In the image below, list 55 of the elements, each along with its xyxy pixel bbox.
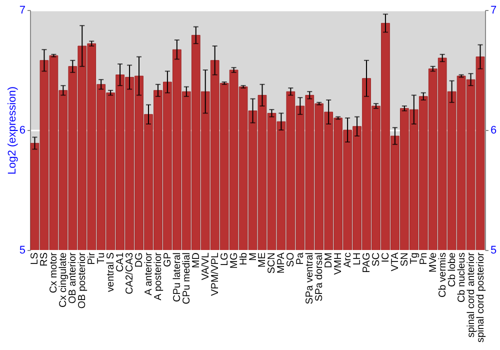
- x-tick-label: SPa ventral: [304, 252, 316, 304]
- x-tick-label: IC: [380, 252, 392, 262]
- x-tick-label: GP: [162, 252, 174, 267]
- x-tick-label: Arc: [342, 252, 354, 268]
- x-tick-label: SO: [286, 252, 297, 267]
- x-tick-label: MG: [228, 252, 240, 269]
- x-tick-label: VA/VL: [200, 252, 212, 280]
- x-tick-label: Cb vermis: [437, 252, 448, 298]
- x-tick-label: VTA: [390, 252, 401, 272]
- x-tick-label: SN: [399, 252, 410, 266]
- x-tick-label: MPA: [276, 252, 288, 274]
- y2-tick-label: 6: [490, 124, 497, 136]
- x-tick-label: Cx motor: [48, 252, 60, 294]
- y2-tick-label: 5: [490, 244, 497, 256]
- x-tick-label: OB anterior: [68, 252, 79, 304]
- x-tick-label: LH: [352, 252, 364, 266]
- x-tick-label: PAG: [362, 252, 373, 273]
- x-tick-label: MVe: [428, 252, 439, 273]
- x-tick-label: CPu medial: [181, 252, 192, 304]
- x-tick-label: SC: [370, 252, 382, 266]
- x-tick-label: SCN: [266, 252, 278, 274]
- x-tick-label: Hb: [238, 252, 250, 266]
- x-tick-label: Pa: [295, 252, 306, 265]
- x-tick-label: VMH: [333, 252, 344, 275]
- x-tick-label: CA1: [115, 252, 126, 272]
- x-tick-label: SPa dorsal: [314, 252, 326, 302]
- x-tick-label: DM: [324, 252, 335, 268]
- x-tick-label: Cx cingulate: [58, 252, 70, 308]
- x-tick-label: Pn: [418, 252, 430, 265]
- x-tick-label: MD: [190, 252, 202, 268]
- y2-tick-label: 7: [490, 4, 497, 16]
- x-tick-label: Cb lobe: [446, 252, 458, 287]
- x-tick-label: Cb nucleus: [456, 252, 468, 303]
- y-axis-title: Log2 (expression): [6, 86, 18, 175]
- x-tick-label: A posterior: [152, 252, 164, 300]
- x-tick-label: Pir: [86, 252, 98, 265]
- x-tick-label: CA2/CA3: [124, 252, 136, 294]
- x-tick-label: Tg: [408, 252, 420, 264]
- x-tick-label: A anterior: [143, 252, 154, 296]
- x-tick-label: M: [248, 252, 259, 261]
- x-tick-label: ventral S: [106, 252, 117, 292]
- x-tick-label: CPu lateral: [172, 252, 183, 302]
- y-tick-label: 5: [19, 244, 26, 256]
- x-tick-label: ME: [257, 252, 268, 268]
- x-tick-label: RS: [39, 252, 50, 266]
- x-tick-label: LG: [219, 252, 230, 266]
- x-tick-label: LS: [30, 252, 41, 265]
- x-tick-label: spinal cord posterior: [475, 252, 486, 343]
- x-tick-label: Tu: [96, 252, 108, 264]
- x-tick-label: OB posterior: [77, 252, 88, 309]
- y-tick-label: 6: [19, 124, 26, 136]
- x-tick-label: spinal cord anterior: [466, 252, 477, 338]
- y-tick-label: 7: [19, 4, 26, 16]
- x-tick-label: VPM/VPL: [210, 252, 221, 296]
- x-tick-label: DG: [134, 252, 146, 268]
